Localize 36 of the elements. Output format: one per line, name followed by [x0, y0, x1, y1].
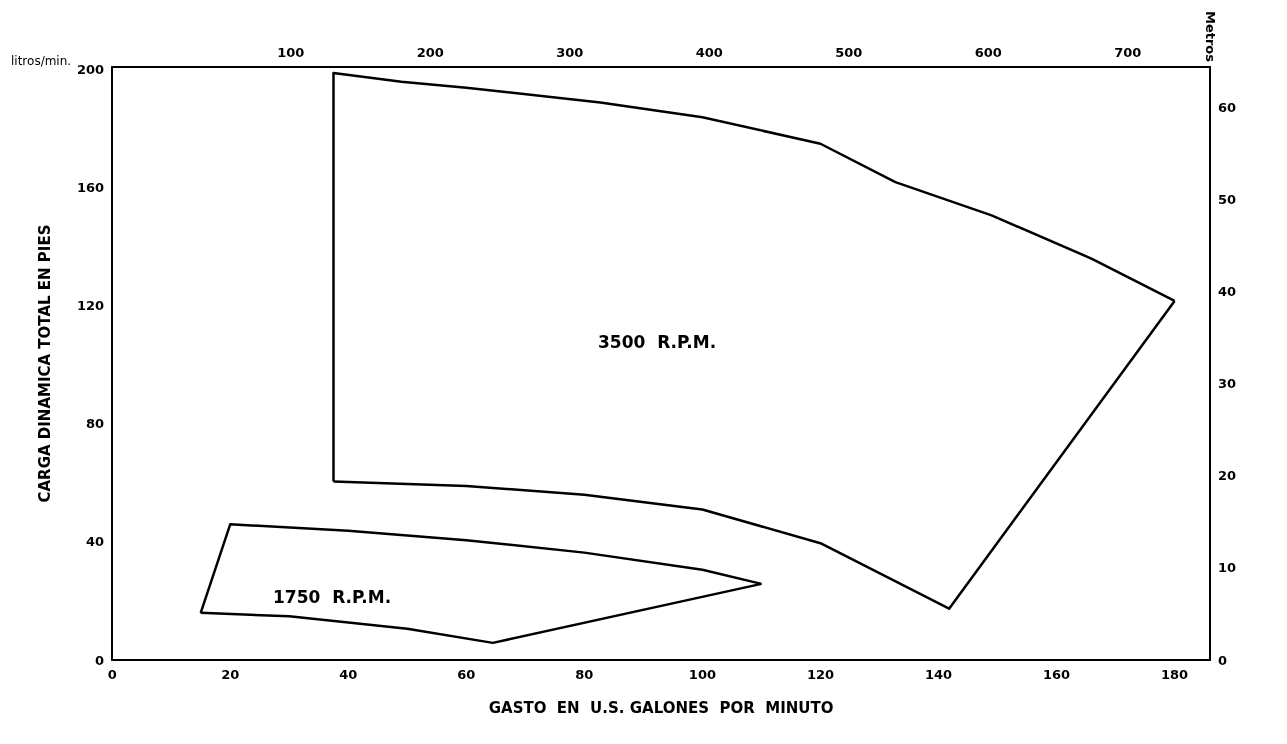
x-tick-label: 20 [221, 667, 240, 682]
x-tick-label: 180 [1161, 667, 1189, 682]
y2-tick-label: 60 [1218, 100, 1237, 116]
x2-tick-label: 500 [835, 45, 863, 61]
y-tick-label: 160 [77, 180, 105, 196]
y2-tick-label: 20 [1218, 468, 1237, 484]
x-tick-label: 40 [339, 667, 358, 682]
x-tick-label: 120 [806, 667, 835, 682]
y2-tick-label: 50 [1218, 192, 1237, 208]
y-tick-label: 40 [86, 534, 105, 550]
x2-tick-label: 100 [277, 45, 305, 61]
x-tick-label: 160 [1042, 667, 1071, 682]
y-tick-label: 0 [95, 652, 105, 668]
y2-tick-label: 30 [1218, 376, 1237, 392]
annotation: 3500 R.P.M. [598, 331, 717, 352]
y2-tick-label: 40 [1218, 284, 1237, 300]
x2-tick-label: 600 [974, 45, 1002, 61]
x-tick-label: 80 [575, 667, 594, 682]
x-tick-label: 0 [107, 667, 117, 682]
y2-axis-title: Metros [1202, 10, 1218, 63]
x2-tick-label: 700 [1114, 45, 1142, 61]
annotation: 1750 R.P.M. [273, 586, 392, 607]
y-tick-label: 200 [77, 62, 105, 78]
y-tick-label: 80 [86, 416, 105, 432]
x-tick-label: 60 [457, 667, 476, 682]
x-tick-label: 140 [924, 667, 953, 682]
y-tick-label: 120 [77, 298, 105, 314]
y2-tick-label: 10 [1218, 560, 1237, 576]
x2-tick-label: 300 [556, 45, 584, 61]
x-tick-label: 100 [688, 667, 716, 682]
x-axis-title: GASTO EN U.S. GALONES POR MINUTO [488, 698, 834, 717]
x2-tick-label: 200 [416, 45, 444, 61]
x2-axis-title: litros/min. [11, 54, 72, 69]
y2-tick-label: 0 [1218, 652, 1228, 668]
y-axis-title: CARGA DINAMICA TOTAL EN PIES [35, 224, 54, 503]
x2-tick-label: 400 [695, 45, 723, 61]
